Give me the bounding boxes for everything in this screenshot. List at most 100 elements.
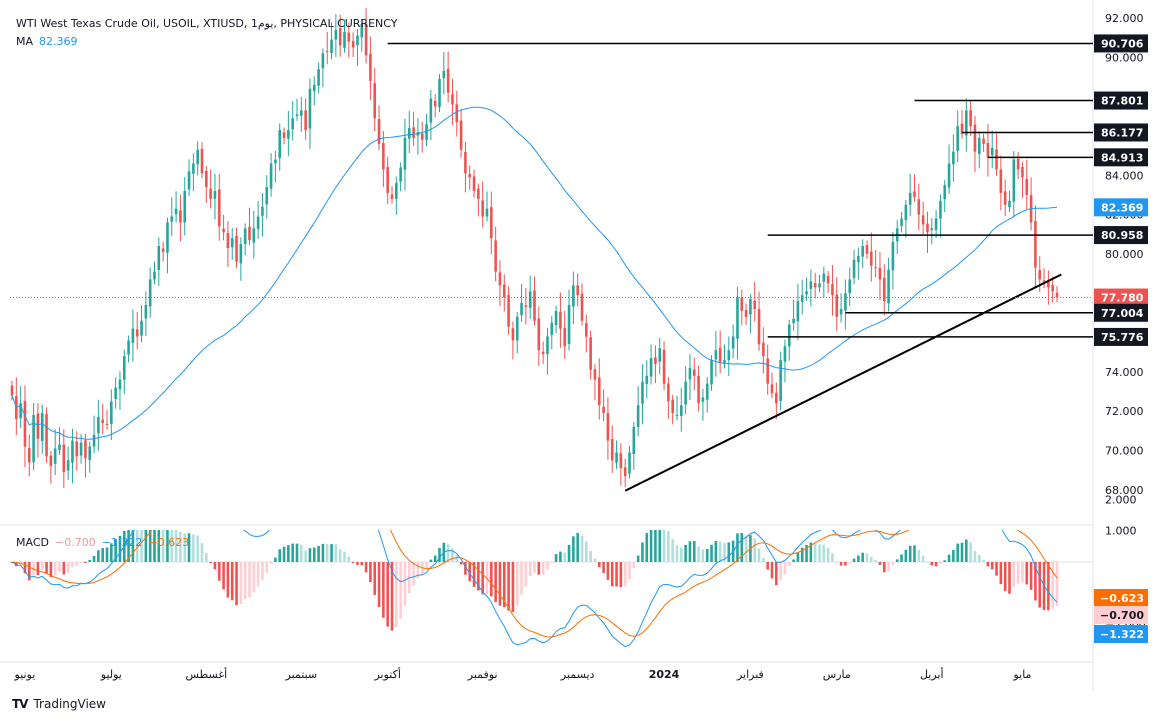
macd-histogram-bar — [1025, 562, 1029, 585]
candle-body — [118, 379, 122, 390]
macd-histogram-bar — [671, 539, 674, 562]
ma-label: MA — [16, 35, 34, 48]
macd-histogram-bar — [610, 562, 614, 587]
candle-body — [766, 358, 769, 384]
candle-body — [481, 200, 484, 217]
candle-body — [995, 149, 998, 170]
macd-histogram-bar — [386, 562, 389, 627]
candle-body — [507, 294, 510, 327]
macd-legend[interactable]: MACD −0.700 −1.322 −0.623 — [16, 536, 189, 549]
candle-body — [826, 275, 830, 284]
candle-body — [235, 235, 238, 262]
candle-body — [1012, 159, 1016, 202]
macd-histogram-bar — [58, 562, 61, 573]
candle-body — [300, 110, 303, 116]
macd-histogram-bar — [667, 530, 670, 562]
tradingview-logo[interactable]: TV TradingView — [12, 697, 106, 711]
price-label: 77.780 — [1101, 292, 1144, 305]
candle-body — [731, 336, 735, 349]
macd-histogram-bar — [965, 539, 968, 562]
candle-body — [921, 215, 925, 225]
candle-body — [213, 190, 217, 199]
candle-body — [1034, 220, 1037, 268]
candle-body — [373, 83, 377, 119]
candle-body — [757, 308, 761, 345]
macd-histogram-bar — [818, 544, 821, 562]
macd-histogram-bar — [520, 562, 523, 595]
candle-body — [822, 273, 826, 282]
macd-line — [11, 530, 1058, 648]
candle-body — [122, 356, 126, 380]
candle-body — [101, 419, 104, 423]
candle-body — [351, 40, 355, 48]
ma-legend[interactable]: MA 82.369 — [16, 35, 78, 48]
candle-body — [403, 137, 407, 170]
macd-histogram-bar — [792, 559, 795, 562]
candle-body — [433, 100, 437, 107]
candle-body — [939, 200, 942, 219]
candle-body — [490, 207, 493, 239]
candle-body — [783, 346, 787, 362]
candle-body — [425, 124, 428, 140]
macd-histogram-bar — [999, 562, 1003, 584]
price-label: 90.706 — [1101, 37, 1144, 50]
price-label-box — [1094, 226, 1148, 245]
macd-histogram-bar — [714, 541, 718, 562]
macd-histogram-bar — [718, 541, 722, 562]
macd-histogram-bar — [913, 545, 916, 562]
macd-histogram-bar — [425, 562, 428, 569]
candle-body — [209, 188, 212, 199]
candle-body — [174, 208, 178, 215]
candle-body — [692, 369, 696, 376]
macd-histogram-bar — [723, 542, 726, 562]
trend-line — [624, 273, 1062, 492]
macd-histogram-bar — [835, 561, 839, 563]
macd-histogram-bar — [433, 555, 437, 562]
candle-body — [369, 53, 372, 81]
candle-body — [792, 318, 795, 324]
macd-histogram-bar — [926, 561, 929, 563]
candle-body — [515, 316, 519, 341]
candle-body — [15, 396, 18, 420]
ma-value: 82.369 — [39, 35, 78, 48]
macd-histogram-bar — [45, 562, 48, 574]
macd-histogram-bar — [265, 562, 269, 573]
macd-histogram-bar — [783, 562, 787, 575]
candle-body — [395, 183, 398, 199]
price-pane — [10, 8, 1093, 492]
candle-body — [442, 71, 446, 79]
macd-histogram-bar — [248, 562, 251, 598]
candle-body — [1016, 158, 1020, 170]
macd-histogram-bar — [226, 562, 230, 598]
candle-body — [563, 327, 567, 347]
candle-body — [610, 439, 614, 461]
macd-histogram-bar — [1051, 562, 1054, 609]
macd-histogram-bar — [757, 548, 761, 562]
x-tick-label: أبريل — [919, 668, 944, 681]
candle-body — [364, 23, 368, 56]
macd-histogram-bar — [934, 562, 938, 567]
price-label-box — [1094, 303, 1148, 322]
macd-histogram-bar — [874, 560, 877, 562]
macd-histogram-bar — [148, 530, 152, 562]
macd-histogram-bar — [131, 530, 135, 562]
price-label-box — [1094, 327, 1148, 346]
candle-body — [554, 310, 558, 326]
candle-body — [40, 413, 44, 442]
macd-histogram-bar — [904, 549, 908, 562]
macd-histogram-bar — [589, 550, 592, 562]
macd-histogram-bar — [114, 539, 117, 562]
macd-histogram-bar — [515, 562, 519, 605]
candle-body — [261, 206, 264, 216]
macd-histogram-bar — [66, 562, 70, 573]
candle-body — [62, 444, 66, 473]
macd-histogram-bar — [813, 543, 817, 562]
candle-body — [312, 84, 316, 92]
macd-histogram-bar — [291, 543, 294, 562]
macd-histogram-bar — [472, 562, 476, 587]
candle-body — [559, 311, 562, 329]
candle-body — [287, 130, 290, 139]
macd-histogram-bar — [744, 535, 748, 562]
macd-histogram-bar — [157, 530, 161, 562]
